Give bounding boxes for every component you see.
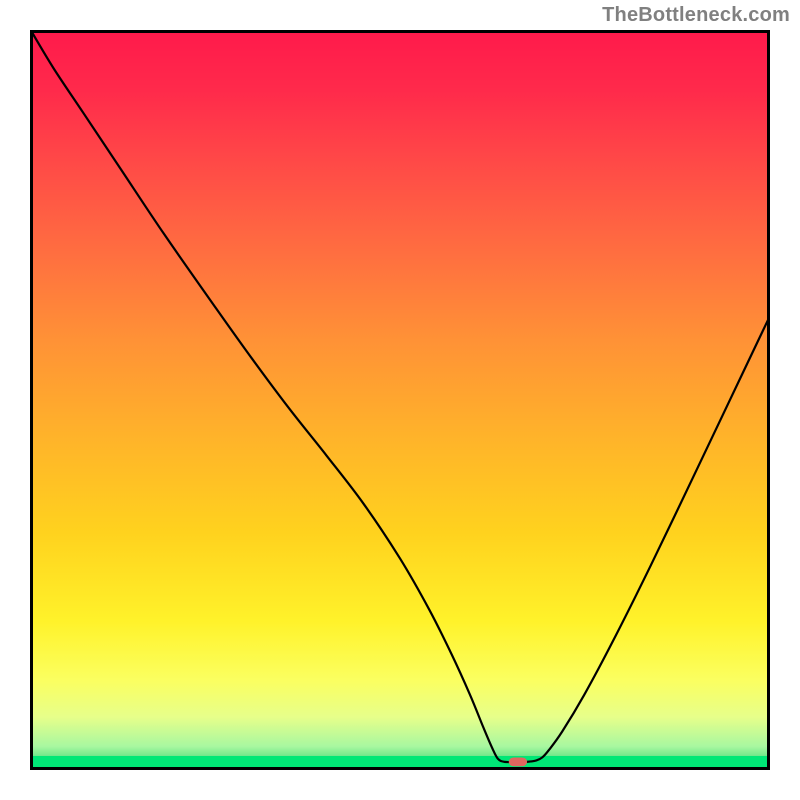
- gradient-fill: [32, 32, 769, 769]
- plot-area: [32, 32, 769, 769]
- optimum-marker: [509, 757, 527, 766]
- chart-root: TheBottleneck.com: [0, 0, 800, 800]
- bottom-green-strip: [32, 756, 769, 769]
- bottleneck-chart: [0, 0, 800, 800]
